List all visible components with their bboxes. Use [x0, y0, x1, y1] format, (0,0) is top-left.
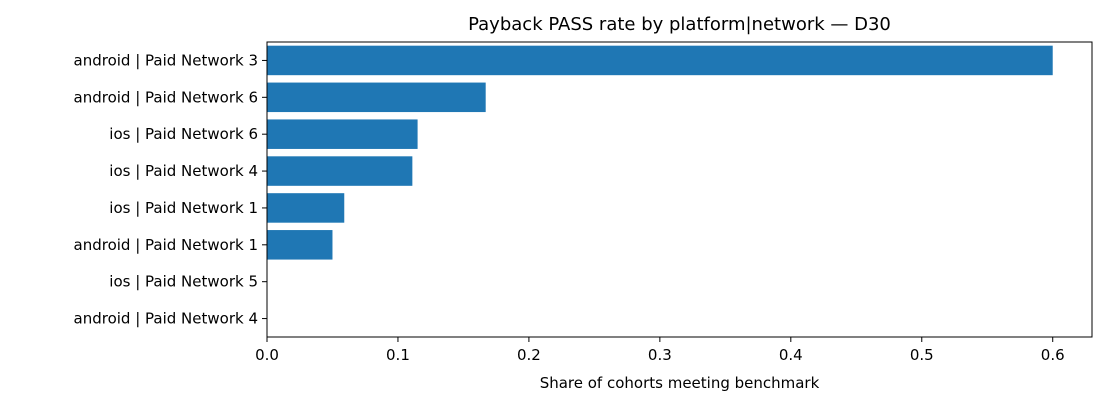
y-axis-ticks: android | Paid Network 3 android | Paid N…: [74, 51, 267, 328]
y-tick-label-6: ios | Paid Network 5: [109, 273, 258, 291]
plot-frame: [266, 41, 1093, 338]
y-tick-label-5: android | Paid Network 1: [74, 236, 258, 254]
x-tick-label-5: 0.5: [910, 346, 934, 364]
y-tick-label-2: ios | Paid Network 6: [109, 125, 258, 143]
y-tick-label-1: android | Paid Network 6: [74, 88, 258, 106]
x-tick-label-4: 0.4: [779, 346, 803, 364]
x-axis-ticks: 0.0 0.1 0.2 0.3 0.4 0.5 0.6: [255, 337, 1065, 364]
bar-2: [267, 119, 418, 149]
x-tick-label-2: 0.2: [517, 346, 541, 364]
y-tick-label-4: ios | Paid Network 1: [109, 199, 258, 217]
x-tick-label-0: 0.0: [255, 346, 279, 364]
bars-group: [267, 45, 1053, 260]
x-tick-label-3: 0.3: [648, 346, 672, 364]
y-tick-label-0: android | Paid Network 3: [74, 51, 258, 69]
chart-title: Payback PASS rate by platform|network — …: [468, 14, 891, 35]
y-tick-label-7: android | Paid Network 4: [74, 310, 258, 328]
x-axis-label: Share of cohorts meeting benchmark: [540, 374, 820, 392]
bar-4: [267, 193, 345, 223]
bar-5: [267, 230, 333, 260]
x-tick-label-1: 0.1: [386, 346, 410, 364]
bar-0: [267, 45, 1053, 76]
x-tick-label-6: 0.6: [1041, 346, 1065, 364]
y-tick-label-3: ios | Paid Network 4: [109, 162, 258, 180]
bar-3: [267, 156, 413, 186]
bar-1: [267, 82, 486, 113]
